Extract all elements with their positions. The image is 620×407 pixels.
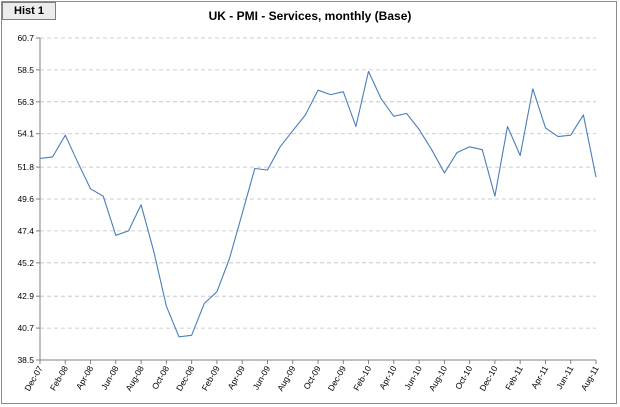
- x-tick-label: Jun-09: [251, 364, 273, 392]
- data-point: [140, 204, 142, 206]
- y-tick-label: 49.6: [17, 194, 34, 204]
- x-tick-label: Feb-08: [48, 364, 70, 393]
- y-axis-ticks: 38.5 40.7 42.9 45.2 47.4 49.6 51.8 54.1 56.3 58.5…: [17, 33, 40, 365]
- data-point: [127, 230, 129, 232]
- x-tick-label: Feb-10: [351, 364, 373, 393]
- data-point: [203, 302, 205, 304]
- data-point: [582, 114, 584, 116]
- data-point: [102, 195, 104, 197]
- x-tick-label: Jun-10: [402, 364, 424, 392]
- y-tick-label: 38.5: [17, 355, 34, 365]
- x-tick-label: Oct-09: [301, 364, 323, 391]
- data-point: [216, 291, 218, 293]
- x-tick-label: Oct-08: [150, 364, 172, 391]
- data-point: [279, 146, 281, 148]
- data-point: [228, 257, 230, 259]
- data-point: [431, 148, 433, 150]
- data-point: [178, 336, 180, 338]
- x-tick-label: Apr-08: [74, 364, 96, 391]
- data-point: [304, 114, 306, 116]
- data-point: [380, 98, 382, 100]
- data-point: [115, 234, 117, 236]
- x-tick-label: Oct-10: [453, 364, 475, 391]
- series-layer: [39, 70, 597, 338]
- data-point: [39, 157, 41, 159]
- y-tick-label: 47.4: [17, 226, 34, 236]
- x-tick-label: Jun-11: [554, 364, 575, 391]
- data-point: [153, 250, 155, 252]
- data-point: [468, 146, 470, 148]
- chart-title: UK - PMI - Services, monthly (Base): [208, 9, 412, 23]
- y-tick-label: 58.5: [17, 65, 34, 75]
- x-tick-label: Aug-11: [579, 364, 601, 392]
- x-tick-label: Dec-10: [477, 364, 499, 393]
- x-tick-label: Apr-10: [377, 364, 399, 391]
- data-point: [481, 148, 483, 150]
- y-tick-label: 40.7: [17, 323, 34, 333]
- y-tick-label: 56.3: [17, 97, 34, 107]
- gridlines: [40, 37, 596, 329]
- x-tick-label: Dec-07: [22, 364, 44, 393]
- x-tick-label: Feb-09: [200, 364, 222, 393]
- data-point: [393, 115, 395, 117]
- data-point: [317, 89, 319, 91]
- data-point: [367, 70, 369, 72]
- y-tick-label: 42.9: [17, 291, 34, 301]
- y-tick-label: 51.8: [17, 162, 34, 172]
- data-point: [77, 162, 79, 164]
- sheet-tag: Hist 1: [2, 2, 56, 20]
- y-tick-label: 60.7: [17, 33, 34, 43]
- y-tick-label: 54.1: [17, 129, 34, 139]
- x-tick-label: Apr-09: [225, 364, 247, 391]
- series-line: [39, 70, 597, 338]
- data-point: [51, 156, 53, 158]
- data-point: [355, 125, 357, 127]
- y-tick-label: 45.2: [17, 258, 34, 268]
- data-point: [494, 195, 496, 197]
- x-tick-label: Aug-09: [275, 364, 298, 393]
- data-point: [532, 88, 534, 90]
- data-point: [506, 125, 508, 127]
- data-point: [544, 127, 546, 129]
- data-point: [190, 334, 192, 336]
- x-tick-label: Feb-11: [503, 364, 525, 392]
- x-tick-label: Jun-08: [99, 364, 121, 392]
- x-tick-label: Dec-09: [326, 364, 348, 393]
- data-point: [557, 135, 559, 137]
- data-point: [165, 305, 167, 307]
- data-point: [443, 172, 445, 174]
- data-point: [329, 93, 331, 95]
- data-point: [418, 128, 420, 130]
- data-point: [595, 176, 597, 178]
- data-point: [292, 130, 294, 132]
- data-point: [342, 90, 344, 92]
- x-axis-ticks: Dec-07 Feb-08 Apr-08 Jun-08 Aug-08 Oct-08 Dec-…: [22, 360, 601, 393]
- data-point: [456, 151, 458, 153]
- x-tick-label: Apr-11: [529, 364, 550, 391]
- x-tick-label: Aug-10: [427, 364, 450, 393]
- data-point: [241, 212, 243, 214]
- x-tick-label: Aug-08: [123, 364, 146, 393]
- data-point: [89, 188, 91, 190]
- data-point: [266, 169, 268, 171]
- data-point: [254, 167, 256, 169]
- data-point: [570, 134, 572, 136]
- data-point: [405, 112, 407, 114]
- data-point: [64, 134, 66, 136]
- x-tick-label: Dec-08: [174, 364, 196, 393]
- data-point: [519, 154, 521, 156]
